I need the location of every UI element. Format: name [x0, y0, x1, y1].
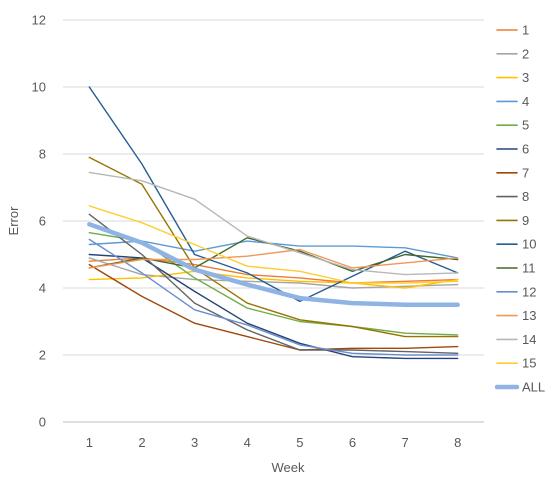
x-tick-label: 1 [86, 435, 93, 450]
y-axis-title: Error [6, 206, 21, 236]
series-line-7 [88, 263, 459, 351]
series-line-9 [88, 156, 459, 338]
series-line-12 [88, 238, 459, 356]
series-line-4 [88, 240, 459, 259]
series-line-15 [88, 205, 459, 284]
series-line-14 [88, 171, 459, 276]
legend-label-3: 3 [522, 70, 529, 85]
x-axis-title: Week [272, 460, 305, 475]
y-tick-label: 0 [39, 415, 46, 430]
plot-area [87, 86, 460, 360]
x-tick-label: 5 [296, 435, 303, 450]
series-line-10 [88, 86, 459, 303]
x-tick-label: 6 [349, 435, 356, 450]
y-tick-label: 8 [39, 147, 46, 162]
series-line-all [87, 222, 460, 308]
x-tick-label: 8 [454, 435, 461, 450]
y-tick-label: 12 [32, 13, 46, 28]
x-tick-label: 3 [191, 435, 198, 450]
legend-label-14: 14 [522, 332, 536, 347]
legend-label-8: 8 [522, 189, 529, 204]
legend-label-10: 10 [522, 237, 536, 252]
x-tick-label: 2 [138, 435, 145, 450]
series-line-3 [88, 270, 459, 289]
legend-label-4: 4 [522, 94, 529, 109]
legend-label-9: 9 [522, 213, 529, 228]
legend-label-all: ALL [522, 380, 545, 395]
legend-label-12: 12 [522, 284, 536, 299]
series-line-8 [88, 213, 459, 354]
series-line-13 [88, 248, 459, 269]
y-tick-label: 10 [32, 80, 46, 95]
x-tick-label: 7 [401, 435, 408, 450]
y-tick-label: 2 [39, 348, 46, 363]
legend-label-15: 15 [522, 356, 536, 371]
legend-label-1: 1 [522, 23, 529, 38]
y-tick-label: 4 [39, 281, 46, 296]
x-tick-label: 4 [244, 435, 251, 450]
legend-label-6: 6 [522, 142, 529, 157]
legend-label-11: 11 [522, 261, 536, 276]
y-tick-label: 6 [39, 214, 46, 229]
legend-label-2: 2 [522, 46, 529, 61]
legend-label-7: 7 [522, 165, 529, 180]
y-axis-ticks: 0 2 4 6 8 10 12 [32, 13, 46, 430]
x-axis-ticks: 1 2 3 4 5 6 7 8 [86, 435, 462, 450]
legend-label-13: 13 [522, 308, 536, 323]
legend-label-5: 5 [522, 118, 529, 133]
